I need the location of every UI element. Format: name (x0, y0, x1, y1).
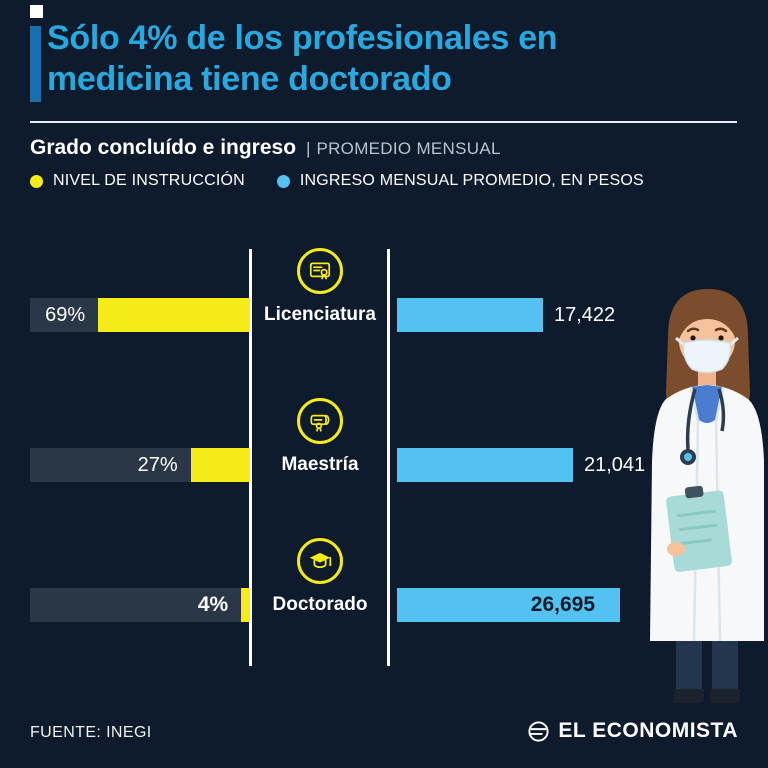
income-value: 21,041 (584, 453, 646, 476)
chart-subtitle-separator: | (306, 139, 311, 158)
corner-mark (30, 5, 43, 18)
category-label: Licenciatura (264, 304, 376, 325)
axis-line-right (387, 249, 390, 666)
graduation-cap-icon (297, 538, 343, 584)
income-bar: 26,695 (397, 588, 620, 622)
chart-subtitle: Grado concluído e ingreso | PROMEDIO MENSU… (30, 136, 501, 160)
title-accent-bar (30, 26, 41, 102)
certificate-icon (297, 248, 343, 294)
page-title-line1: Sólo 4% de los profesionales en (47, 19, 558, 57)
chart-row: Doctorado 4% 26,695 (0, 538, 768, 622)
brand-text: EL ECONOMISTA (558, 719, 738, 742)
legend-dot-instruction (30, 174, 43, 188)
income-bar-group: 21,041 (397, 448, 645, 482)
page-title-line2: medicina tiene doctorado (47, 60, 452, 98)
graduation-cap-icon-svg (309, 552, 332, 569)
chart-subtitle-rest: PROMEDIO MENSUAL (316, 139, 501, 158)
certificate-icon-svg (309, 262, 331, 280)
page-title: Sólo 4% de los profesionales en medicina … (47, 18, 558, 100)
income-bar (397, 298, 543, 332)
pct-bar-track: 4% (30, 588, 250, 622)
category-label: Maestría (281, 454, 359, 475)
brand: EL ECONOMISTA (527, 719, 738, 743)
doctor-illustration (650, 289, 764, 703)
pct-value: 27% (137, 453, 178, 476)
divider-line (30, 121, 737, 123)
chart-subtitle-bold: Grado concluído e ingreso (30, 136, 297, 159)
income-bar-group: 26,695 (397, 588, 620, 622)
diploma-icon (297, 398, 343, 444)
legend-label-income: INGRESO MENSUAL PROMEDIO, EN PESOS (299, 172, 644, 189)
source-text: FUENTE: INEGI (30, 724, 152, 741)
el-economista-logo-icon (528, 720, 549, 742)
pct-bar (241, 588, 250, 622)
chart-row: Licenciatura 69% 17,422 (0, 248, 768, 332)
legend-dot-income (276, 174, 290, 188)
diploma-icon-svg (310, 414, 330, 432)
income-value: 17,422 (554, 303, 616, 326)
income-value: 26,695 (530, 593, 595, 616)
category-label: Doctorado (272, 594, 368, 615)
pct-bar (98, 298, 250, 332)
pct-bar (190, 448, 250, 482)
legend: NIVEL DE INSTRUCCIÓN INGRESO MENSUAL PRO… (30, 172, 644, 190)
income-bar-group: 17,422 (397, 298, 615, 332)
chart-row: Maestría 27% 21,041 (0, 398, 768, 482)
pct-bar-track: 69% (30, 298, 250, 332)
pct-value: 69% (45, 303, 86, 326)
axis-line-left (249, 249, 252, 666)
pct-bar-track: 27% (30, 448, 250, 482)
pct-value: 4% (197, 593, 229, 616)
income-bar (397, 448, 573, 482)
legend-label-instruction: NIVEL DE INSTRUCCIÓN (53, 172, 245, 189)
